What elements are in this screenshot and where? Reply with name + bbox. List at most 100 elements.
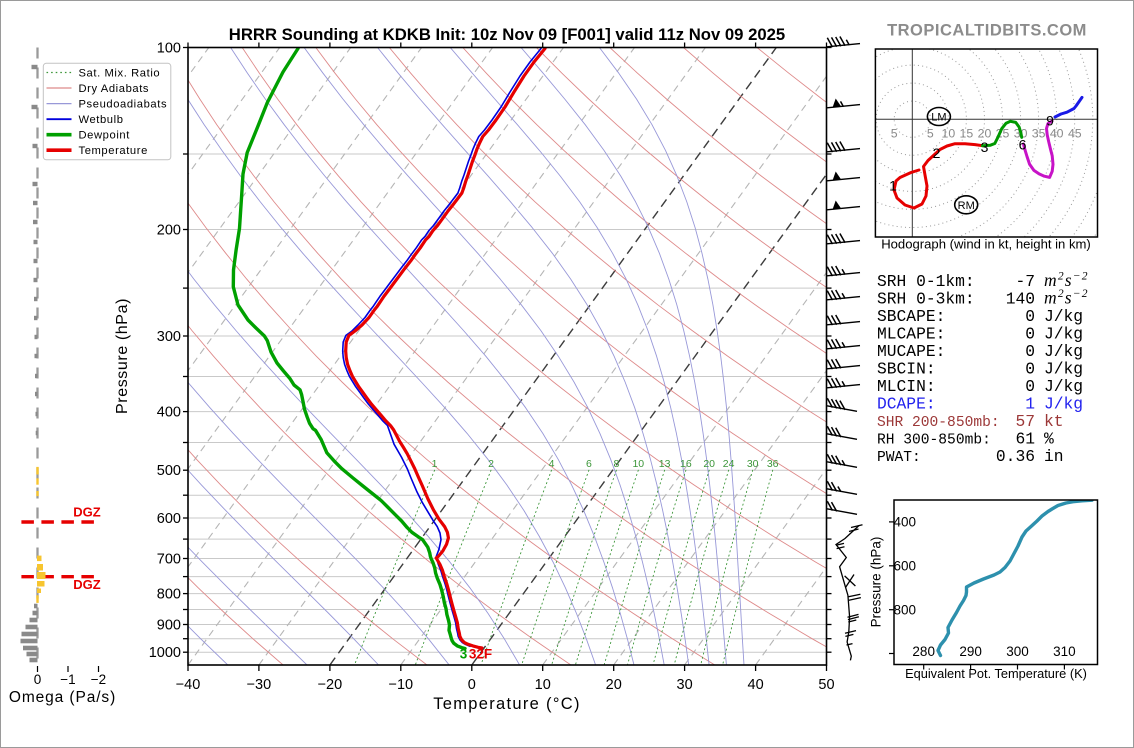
svg-text:J/kg: J/kg xyxy=(1044,324,1083,343)
svg-text:800: 800 xyxy=(893,603,916,618)
svg-text:400: 400 xyxy=(893,515,916,530)
svg-text:24: 24 xyxy=(723,458,735,470)
svg-text:LM: LM xyxy=(931,112,946,124)
svg-text:16: 16 xyxy=(680,458,692,470)
svg-text:Temperature: Temperature xyxy=(79,145,148,157)
svg-text:1: 1 xyxy=(889,178,897,194)
svg-text:Temperature (°C): Temperature (°C) xyxy=(433,695,581,713)
svg-text:SRH 0-3km:: SRH 0-3km: xyxy=(877,289,975,308)
svg-text:J/kg: J/kg xyxy=(1044,359,1083,378)
svg-text:TROPICALTIDBITS.COM: TROPICALTIDBITS.COM xyxy=(887,22,1087,40)
svg-text:MLCIN:: MLCIN: xyxy=(877,377,936,396)
svg-text:300: 300 xyxy=(157,329,181,345)
svg-text:15: 15 xyxy=(960,127,974,141)
svg-text:20: 20 xyxy=(703,458,715,470)
svg-text:Dry Adiabats: Dry Adiabats xyxy=(79,83,150,95)
svg-text:0: 0 xyxy=(1025,307,1035,326)
svg-text:−10: −10 xyxy=(388,677,413,693)
svg-text:DCAPE:: DCAPE: xyxy=(877,394,936,413)
svg-text:J/kg: J/kg xyxy=(1044,377,1083,396)
svg-text:600: 600 xyxy=(893,559,916,574)
svg-text:800: 800 xyxy=(157,587,181,603)
svg-text:RH 300-850mb:: RH 300-850mb: xyxy=(877,432,991,448)
svg-text:Dewpoint: Dewpoint xyxy=(79,130,131,142)
svg-text:1: 1 xyxy=(432,458,438,470)
svg-text:61: 61 xyxy=(1015,429,1035,448)
svg-text:MLCAPE:: MLCAPE: xyxy=(877,324,945,343)
svg-text:20: 20 xyxy=(978,127,992,141)
svg-text:32F: 32F xyxy=(469,647,492,662)
svg-text:DGZ: DGZ xyxy=(73,505,101,520)
svg-text:−20: −20 xyxy=(318,677,343,693)
svg-text:30: 30 xyxy=(677,677,693,693)
svg-text:%: % xyxy=(1044,429,1054,448)
svg-text:0: 0 xyxy=(468,677,476,693)
svg-text:4: 4 xyxy=(549,458,555,470)
svg-text:Equivalent Pot. Temperature (K: Equivalent Pot. Temperature (K) xyxy=(905,666,1087,681)
svg-text:1: 1 xyxy=(1025,394,1035,413)
svg-text:−1: −1 xyxy=(60,672,75,687)
svg-text:280: 280 xyxy=(912,644,935,659)
svg-text:2: 2 xyxy=(933,145,941,161)
svg-text:6: 6 xyxy=(586,458,592,470)
svg-text:SBCAPE:: SBCAPE: xyxy=(877,307,945,326)
svg-text:J/kg: J/kg xyxy=(1044,394,1083,413)
svg-text:35: 35 xyxy=(1032,127,1046,141)
svg-text:RM: RM xyxy=(958,200,975,212)
svg-text:140: 140 xyxy=(1006,289,1035,308)
svg-text:J/kg: J/kg xyxy=(1044,342,1083,361)
svg-text:Pseudoadiabats: Pseudoadiabats xyxy=(79,99,168,111)
svg-text:-7: -7 xyxy=(1015,272,1035,291)
svg-text:310: 310 xyxy=(1053,644,1076,659)
svg-text:SRH 0-1km:: SRH 0-1km: xyxy=(877,272,975,291)
svg-text:57: 57 xyxy=(1015,412,1035,431)
svg-text:10: 10 xyxy=(942,127,956,141)
svg-text:Wetbulb: Wetbulb xyxy=(79,114,124,126)
svg-text:290: 290 xyxy=(959,644,982,659)
svg-text:0: 0 xyxy=(1025,324,1035,343)
svg-text:45: 45 xyxy=(1068,127,1082,141)
svg-text:50: 50 xyxy=(818,677,834,693)
svg-text:5: 5 xyxy=(927,127,934,141)
svg-text:600: 600 xyxy=(157,511,181,527)
svg-text:9: 9 xyxy=(1046,113,1054,129)
svg-text:700: 700 xyxy=(157,552,181,568)
svg-text:8: 8 xyxy=(613,458,619,470)
svg-text:MUCAPE:: MUCAPE: xyxy=(877,342,945,361)
svg-text:−40: −40 xyxy=(176,677,201,693)
svg-text:HRRR Sounding at KDKB Init: 10: HRRR Sounding at KDKB Init: 10z Nov 09 [… xyxy=(229,25,785,44)
svg-text:SBCIN:: SBCIN: xyxy=(877,359,936,378)
svg-text:900: 900 xyxy=(157,618,181,634)
svg-text:200: 200 xyxy=(157,223,181,239)
svg-text:3: 3 xyxy=(460,647,468,662)
svg-text:6: 6 xyxy=(1019,137,1027,153)
svg-text:20: 20 xyxy=(606,677,622,693)
svg-text:500: 500 xyxy=(157,463,181,479)
svg-text:10: 10 xyxy=(632,458,644,470)
svg-text:1000: 1000 xyxy=(149,645,181,661)
svg-text:30: 30 xyxy=(747,458,759,470)
svg-text:2: 2 xyxy=(488,458,494,470)
svg-text:0: 0 xyxy=(1025,342,1035,361)
svg-text:SHR 200-850mb:: SHR 200-850mb: xyxy=(877,415,1000,431)
svg-text:Omega (Pa/s): Omega (Pa/s) xyxy=(9,689,116,706)
svg-text:−30: −30 xyxy=(247,677,272,693)
svg-text:300: 300 xyxy=(1006,644,1029,659)
svg-text:0: 0 xyxy=(1025,359,1035,378)
svg-text:5: 5 xyxy=(891,127,898,141)
svg-text:Pressure (hPa): Pressure (hPa) xyxy=(869,537,884,628)
svg-text:40: 40 xyxy=(748,677,764,693)
svg-text:−2: −2 xyxy=(91,672,106,687)
svg-text:in: in xyxy=(1044,447,1064,466)
svg-text:DGZ: DGZ xyxy=(73,577,101,592)
svg-text:kt: kt xyxy=(1044,412,1064,431)
svg-text:400: 400 xyxy=(157,405,181,421)
svg-text:13: 13 xyxy=(659,458,671,470)
svg-text:3: 3 xyxy=(981,139,989,155)
svg-text:Sat. Mix. Ratio: Sat. Mix. Ratio xyxy=(79,68,161,80)
svg-text:40: 40 xyxy=(1050,127,1064,141)
svg-text:PWAT:: PWAT: xyxy=(877,450,921,466)
svg-text:Pressure (hPa): Pressure (hPa) xyxy=(114,298,131,414)
svg-text:100: 100 xyxy=(157,41,181,57)
svg-text:36: 36 xyxy=(767,458,779,470)
